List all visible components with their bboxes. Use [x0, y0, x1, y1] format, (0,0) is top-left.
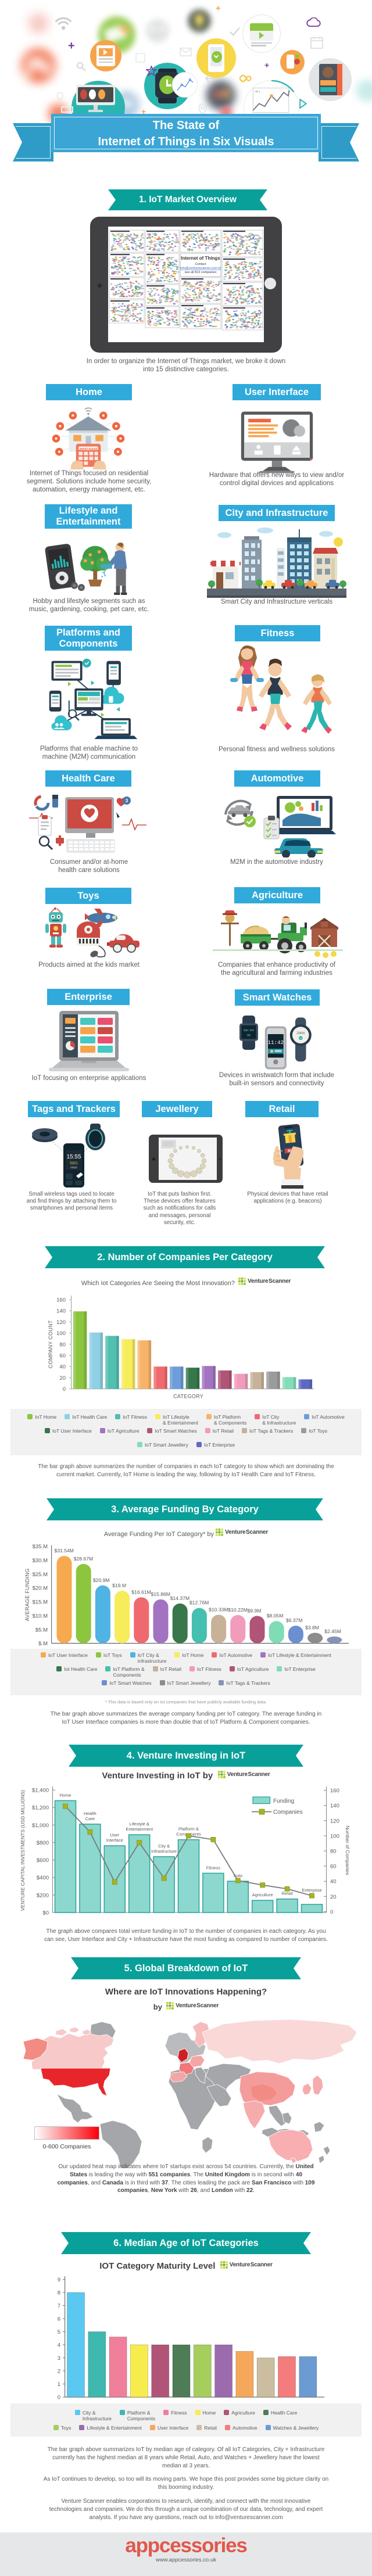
svg-text:140: 140 — [330, 1803, 339, 1809]
svg-text:20: 20 — [59, 1375, 66, 1382]
svg-text:City &: City & — [158, 1843, 170, 1849]
svg-text:$2.45M: $2.45M — [324, 1628, 341, 1634]
svg-text:100: 100 — [56, 1330, 66, 1337]
svg-text:$9.9M: $9.9M — [248, 1608, 262, 1613]
svg-text:$1,200: $1,200 — [32, 1805, 49, 1811]
svg-text:40: 40 — [59, 1364, 66, 1370]
svg-text:11:42: 11:42 — [267, 1039, 284, 1046]
svg-text:Fitness: Fitness — [206, 1865, 220, 1870]
svg-text:$.M: $.M — [38, 1641, 48, 1647]
svg-text:Contact: Contact — [195, 263, 206, 266]
svg-text:$5.M: $5.M — [35, 1627, 48, 1633]
svg-text:info@venturescanner.com to: info@venturescanner.com to — [180, 267, 221, 270]
svg-text:9: 9 — [58, 2277, 60, 2283]
svg-text:Agriculture: Agriculture — [252, 1892, 273, 1897]
svg-text:$25.M: $25.M — [33, 1572, 48, 1578]
svg-text:Platform &: Platform & — [178, 1827, 199, 1832]
svg-text:$1,000: $1,000 — [32, 1822, 49, 1829]
svg-text:VENTURE CAPITAL INVESTMENTS (U: VENTURE CAPITAL INVESTMENTS (USD MILLION… — [20, 1790, 26, 1911]
svg-text:$8.05M: $8.05M — [267, 1613, 284, 1619]
svg-text:$20.M: $20.M — [33, 1585, 48, 1592]
svg-text:7: 7 — [58, 2303, 60, 2309]
svg-text:$20.9M: $20.9M — [93, 1577, 110, 1583]
svg-text:00:54: 00:54 — [244, 1028, 254, 1032]
svg-text:$16.61M: $16.61M — [131, 1589, 151, 1595]
svg-text:80: 80 — [59, 1341, 66, 1348]
svg-text:0: 0 — [330, 1909, 333, 1915]
svg-text:$31.54M: $31.54M — [55, 1548, 74, 1554]
svg-text:160: 160 — [56, 1297, 66, 1304]
svg-text:Interface: Interface — [106, 1838, 123, 1843]
svg-text:Entertainment: Entertainment — [126, 1827, 153, 1832]
svg-text:$12.76M: $12.76M — [189, 1600, 209, 1606]
svg-text:$35.M: $35.M — [33, 1544, 48, 1550]
svg-text:$15.86M: $15.86M — [151, 1591, 170, 1597]
svg-text:100: 100 — [330, 1833, 339, 1839]
svg-text:6: 6 — [58, 2316, 60, 2323]
svg-text:User: User — [110, 1832, 119, 1838]
svg-text:2: 2 — [58, 2369, 60, 2375]
svg-text:60: 60 — [330, 1864, 337, 1870]
svg-text:$3.8M: $3.8M — [305, 1624, 319, 1630]
svg-text:5: 5 — [58, 2329, 60, 2335]
svg-text:$10.22M: $10.22M — [228, 1607, 247, 1613]
svg-text:Care: Care — [85, 1816, 95, 1821]
svg-text:Companies: Companies — [273, 1809, 303, 1816]
svg-text:Internet of Things: Internet of Things — [181, 256, 220, 261]
svg-text:$1,400: $1,400 — [32, 1788, 49, 1794]
svg-text:$10.M: $10.M — [33, 1613, 48, 1619]
svg-text:0: 0 — [58, 2395, 60, 2400]
svg-text:20.1: 20.1 — [255, 90, 260, 93]
svg-text:$30.M: $30.M — [33, 1558, 48, 1564]
svg-text:see all 813 companies: see all 813 companies — [185, 271, 217, 274]
svg-text:4: 4 — [58, 2342, 60, 2349]
svg-text:Funding: Funding — [273, 1798, 294, 1804]
svg-text:5321: 5321 — [70, 1162, 78, 1165]
svg-text:160: 160 — [330, 1788, 339, 1794]
svg-text:Number of Companies: Number of Companies — [345, 1825, 350, 1875]
svg-text:Lifestyle &: Lifestyle & — [129, 1821, 149, 1827]
svg-text:$19.M: $19.M — [112, 1583, 126, 1588]
svg-text:COMPANY COUNT: COMPANY COUNT — [48, 1320, 53, 1368]
svg-text:60: 60 — [59, 1353, 66, 1359]
svg-text:3: 3 — [126, 798, 128, 803]
svg-text:80: 80 — [330, 1849, 337, 1855]
svg-text:John: John — [296, 1031, 305, 1035]
svg-text:120: 120 — [330, 1818, 339, 1824]
svg-text:Auto: Auto — [234, 1873, 242, 1878]
svg-text:$6.37M: $6.37M — [286, 1617, 303, 1623]
svg-text:$200: $200 — [37, 1892, 49, 1899]
svg-text:15:55: 15:55 — [66, 1154, 81, 1160]
svg-text:$600: $600 — [37, 1857, 49, 1864]
svg-text:Infrastructure: Infrastructure — [151, 1849, 177, 1854]
svg-text:1: 1 — [58, 2381, 60, 2388]
svg-text:08: 08 — [247, 1034, 251, 1037]
svg-text:Home: Home — [59, 1792, 71, 1798]
svg-text:$14.37M: $14.37M — [170, 1595, 189, 1601]
svg-text:Health: Health — [84, 1811, 96, 1816]
svg-text:$400: $400 — [37, 1875, 49, 1881]
svg-text:$15.M: $15.M — [33, 1599, 48, 1606]
svg-text:$10.33M: $10.33M — [209, 1606, 228, 1612]
svg-text:$0: $0 — [42, 1910, 49, 1917]
svg-text:3: 3 — [58, 2355, 60, 2362]
svg-text:Enterprise: Enterprise — [302, 1888, 321, 1893]
svg-text:$28.67M: $28.67M — [74, 1556, 93, 1562]
svg-text:120: 120 — [56, 1319, 66, 1326]
svg-text:40: 40 — [330, 1879, 337, 1885]
svg-text:Retail: Retail — [282, 1891, 294, 1896]
svg-text:AVERAGE FUNDING: AVERAGE FUNDING — [24, 1569, 30, 1621]
svg-text:8: 8 — [58, 2290, 60, 2297]
svg-text:SMART HOUSE: SMART HOUSE — [80, 447, 98, 450]
svg-text:steps: steps — [70, 1166, 77, 1169]
svg-text:0: 0 — [63, 1386, 66, 1393]
svg-text:$800: $800 — [37, 1840, 49, 1846]
svg-text:20: 20 — [330, 1894, 337, 1900]
svg-text:140: 140 — [56, 1308, 66, 1315]
svg-text:CATEGORY: CATEGORY — [173, 1394, 203, 1400]
